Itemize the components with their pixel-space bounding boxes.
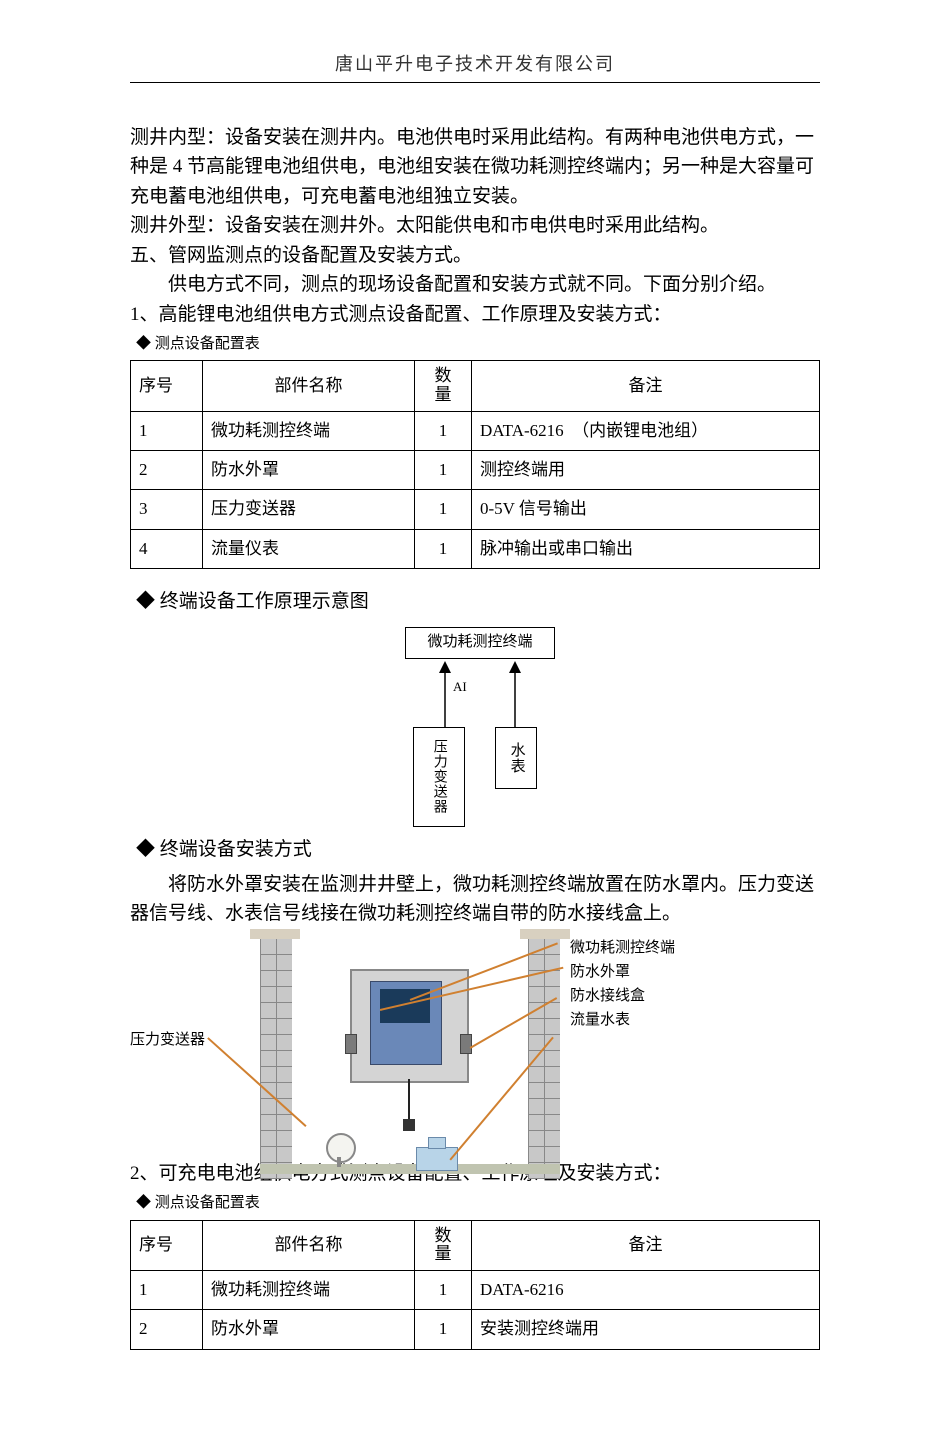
diagram-heading: ◆ 终端设备工作原理示意图 <box>136 587 820 616</box>
cell: 1 <box>415 490 472 529</box>
col-header: 数 量 <box>415 361 472 411</box>
cell: 1 <box>131 411 203 450</box>
diagram-label: 压力变送器 <box>431 739 446 814</box>
cell: 微功耗测控终端 <box>203 1270 415 1309</box>
flow-meter-top <box>428 1137 446 1149</box>
principle-diagram: 微功耗测控终端 AI 压力变送器 水表 <box>335 627 615 847</box>
page-header: 唐山平升电子技术开发有限公司 <box>130 50 820 83</box>
junction-box <box>460 1034 472 1054</box>
table-caption: ◆ 测点设备配置表 <box>136 1192 820 1215</box>
equipment-table-2: 序号 部件名称 数 量 备注 1 微功耗测控终端 1 DATA-6216 2 防… <box>130 1220 820 1350</box>
table-row: 1 微功耗测控终端 1 DATA-6216 <box>131 1270 820 1309</box>
cell: 1 <box>415 451 472 490</box>
label-pressure-transmitter: 压力变送器 <box>130 1029 205 1052</box>
paragraph: 测井外型：设备安装在测井外。太阳能供电和市电供电时采用此结构。 <box>130 211 820 240</box>
cell: 1 <box>415 529 472 568</box>
label-flow-meter: 流量水表 <box>570 1009 630 1032</box>
pipe <box>260 1164 560 1174</box>
paragraph: 供电方式不同，测点的现场设备配置和安装方式就不同。下面分别介绍。 <box>130 270 820 299</box>
table-row: 4 流量仪表 1 脉冲输出或串口输出 <box>131 529 820 568</box>
gauge-stem <box>337 1157 341 1167</box>
cell: 压力变送器 <box>203 490 415 529</box>
table-header-row: 序号 部件名称 数 量 备注 <box>131 1220 820 1270</box>
table-row: 2 防水外罩 1 安装测控终端用 <box>131 1310 820 1349</box>
section-title: 1、高能锂电池组供电方式测点设备配置、工作原理及安装方式： <box>130 300 820 329</box>
diagram-box-pressure: 压力变送器 <box>413 727 465 827</box>
col-header: 备注 <box>472 361 820 411</box>
cell: 2 <box>131 1310 203 1349</box>
well-wall-left <box>260 939 292 1179</box>
label-junction: 防水接线盒 <box>570 985 645 1008</box>
connector <box>403 1119 415 1131</box>
install-diagram: 压力变送器 微功耗测控终端 防水外罩 防水接线盒 流量水表 <box>130 929 820 1189</box>
col-header: 部件名称 <box>203 361 415 411</box>
diagram-box-meter: 水表 <box>495 727 537 789</box>
col-header: 序号 <box>131 361 203 411</box>
table-row: 2 防水外罩 1 测控终端用 <box>131 451 820 490</box>
cell: DATA-6216 <box>472 1270 820 1309</box>
cell: 1 <box>415 411 472 450</box>
equipment-table-1: 序号 部件名称 数 量 备注 1 微功耗测控终端 1 DATA-6216 （内嵌… <box>130 360 820 569</box>
ai-label: AI <box>453 677 467 697</box>
cell: 3 <box>131 490 203 529</box>
cell: 测控终端用 <box>472 451 820 490</box>
cell: 1 <box>415 1310 472 1349</box>
table-header-row: 序号 部件名称 数 量 备注 <box>131 361 820 411</box>
cell: 流量仪表 <box>203 529 415 568</box>
cell: 安装测控终端用 <box>472 1310 820 1349</box>
cell: 防水外罩 <box>203 1310 415 1349</box>
document-page: 唐山平升电子技术开发有限公司 测井内型：设备安装在测井内。电池供电时采用此结构。… <box>0 0 950 1440</box>
pressure-gauge-icon <box>326 1133 356 1163</box>
cell: 4 <box>131 529 203 568</box>
cell: DATA-6216 （内嵌锂电池组） <box>472 411 820 450</box>
col-header: 数 量 <box>415 1220 472 1270</box>
diagram-arrows <box>335 627 615 847</box>
cell: 防水外罩 <box>203 451 415 490</box>
paragraph: 五、管网监测点的设备配置及安装方式。 <box>130 241 820 270</box>
cell: 0-5V 信号输出 <box>472 490 820 529</box>
cell: 1 <box>131 1270 203 1309</box>
label-terminal: 微功耗测控终端 <box>570 937 675 960</box>
install-text: 将防水外罩安装在监测井井壁上，微功耗测控终端放置在防水罩内。压力变送器信号线、水… <box>130 870 820 929</box>
soil <box>250 929 300 939</box>
paragraph: 测井内型：设备安装在测井内。电池供电时采用此结构。有两种电池供电方式，一种是 4… <box>130 123 820 211</box>
table-row: 1 微功耗测控终端 1 DATA-6216 （内嵌锂电池组） <box>131 411 820 450</box>
body-content: 测井内型：设备安装在测井内。电池供电时采用此结构。有两种电池供电方式，一种是 4… <box>130 123 820 1350</box>
cell: 微功耗测控终端 <box>203 411 415 450</box>
cell: 1 <box>415 1270 472 1309</box>
col-header: 序号 <box>131 1220 203 1270</box>
table-row: 3 压力变送器 1 0-5V 信号输出 <box>131 490 820 529</box>
cell: 2 <box>131 451 203 490</box>
junction-box <box>345 1034 357 1054</box>
soil <box>520 929 570 939</box>
col-header: 备注 <box>472 1220 820 1270</box>
diagram-label: 水表 <box>504 742 527 774</box>
label-cover: 防水外罩 <box>570 961 630 984</box>
cell: 脉冲输出或串口输出 <box>472 529 820 568</box>
table-caption: ◆ 测点设备配置表 <box>136 333 820 356</box>
col-header: 部件名称 <box>203 1220 415 1270</box>
